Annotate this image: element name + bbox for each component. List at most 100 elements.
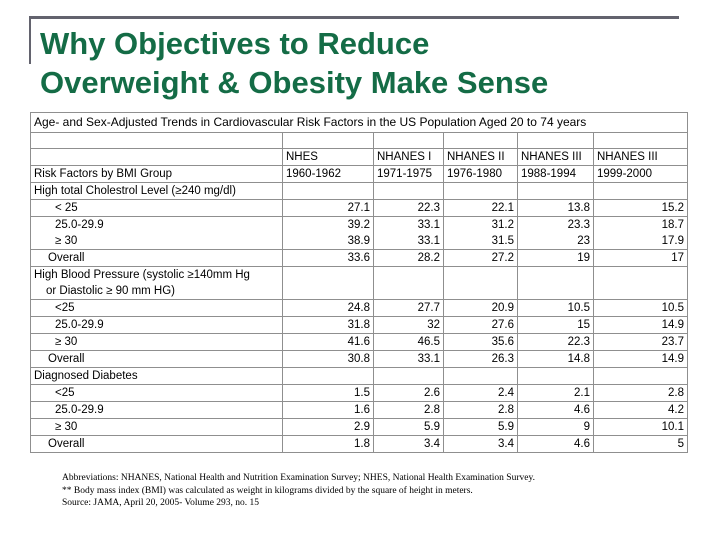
cell-value: 17.9 — [593, 233, 688, 250]
row-label: ≥ 30 — [30, 418, 283, 436]
title-left-rule — [29, 16, 31, 64]
cell-value — [517, 283, 594, 300]
table-spacer-row — [30, 132, 688, 149]
cell-value — [593, 283, 688, 300]
cell-value — [594, 267, 688, 284]
cell-value: 39.2 — [282, 216, 374, 233]
table-caption: Age- and Sex-Adjusted Trends in Cardiova… — [30, 112, 688, 133]
cell-value — [517, 266, 594, 283]
table-row: 25.0-29.9 39.2 33.1 31.2 23.3 18.7 — [30, 216, 688, 233]
cell-value: 33.1 — [373, 216, 444, 233]
cell-value: 5 — [593, 435, 688, 453]
table-row: ≥ 30 2.9 5.9 5.9 9 10.1 — [30, 418, 688, 436]
cell-value: 35.6 — [443, 333, 518, 351]
row-label-header: Risk Factors by BMI Group — [30, 165, 283, 183]
cell-value: 14.8 — [517, 350, 594, 368]
table-body: Age- and Sex-Adjusted Trends in Cardiova… — [30, 112, 688, 453]
cell-value: 33.1 — [373, 233, 444, 250]
table-row: High total Cholestrol Level (≥240 mg/dl) — [30, 182, 688, 200]
cell-value: 18.7 — [661, 219, 684, 231]
years-header: 1988-1994 — [517, 165, 594, 183]
cell-value: 14.9 — [593, 350, 688, 368]
cell-value: 32 — [373, 316, 444, 334]
slide-title: Why Objectives to Reduce Overweight & Obe… — [40, 24, 548, 102]
cell-value — [593, 182, 688, 200]
slide-title-line1: Why Objectives to Reduce — [40, 26, 430, 61]
years-header: 1999-2000 — [593, 165, 688, 183]
row-label: 25.0-29.9 — [30, 401, 283, 419]
cell-value — [443, 182, 518, 200]
cell-value: 5.9 — [443, 418, 518, 436]
cell-value: 27.6 — [443, 316, 518, 334]
cell-value: 20.9 — [443, 299, 518, 317]
cell-value: 10.1 — [593, 418, 688, 436]
cell-value: 2.4 — [443, 384, 518, 402]
table-row: Diagnosed Diabetes — [30, 367, 688, 385]
cell-value: 17 — [593, 249, 688, 267]
row-label: <25 — [30, 384, 283, 402]
table-row: ≥ 30 38.9 33.1 31.5 23 17.9 — [30, 233, 688, 250]
cell-value: 4.6 — [517, 401, 594, 419]
cell-value: 13.8 — [517, 199, 594, 217]
cell-value — [282, 266, 374, 283]
cell-value: 27.7 — [373, 299, 444, 317]
table-row: 25.0-29.9 31.8 32 27.6 15 14.9 — [30, 316, 688, 334]
years-header: 1960-1962 — [282, 165, 374, 183]
cell-value: 33.6 — [282, 249, 374, 267]
cell-value: 23 — [517, 233, 594, 250]
cell-value: 3.4 — [443, 435, 518, 453]
cell-value: 38.9 — [282, 233, 374, 250]
cell-value — [373, 283, 444, 300]
table-row: <25 24.8 27.7 20.9 10.5 10.5 — [30, 299, 688, 317]
survey-header: NHANES III — [593, 148, 688, 166]
cell-value: 23.7 — [593, 333, 688, 351]
cell-value — [517, 367, 594, 385]
cell-value: 33.1 — [373, 350, 444, 368]
table-row: ≥ 30 41.6 46.5 35.6 22.3 23.7 — [30, 333, 688, 351]
cell-value — [443, 283, 518, 300]
table-row: or Diastolic ≥ 90 mm HG) — [30, 283, 688, 300]
row-label: Overall — [30, 350, 283, 368]
cell-value: 31.2 — [443, 216, 518, 233]
years-header: 1976-1980 — [443, 165, 518, 183]
cell-value: 10.5 — [517, 299, 594, 317]
cell-value: 19 — [517, 249, 594, 267]
row-label: 25.0-29.9 — [30, 216, 283, 233]
row-label: High total Cholestrol Level (≥240 mg/dl) — [30, 182, 283, 200]
spacer-cell — [443, 132, 518, 149]
survey-header: NHANES III — [517, 148, 594, 166]
cell-value: 5.9 — [373, 418, 444, 436]
table-row: Overall 33.6 28.2 27.2 19 17 — [30, 249, 688, 267]
cell-value: 15.2 — [593, 199, 688, 217]
cell-value: 28.2 — [373, 249, 444, 267]
cell-value — [282, 367, 374, 385]
cell-value: 1.6 — [282, 401, 374, 419]
survey-header: NHES — [282, 148, 374, 166]
table-row: 25.0-29.9 1.6 2.8 2.8 4.6 4.2 — [30, 401, 688, 419]
footnotes: Abbreviations: NHANES, National Health a… — [62, 472, 535, 510]
footnote-abbreviations: Abbreviations: NHANES, National Health a… — [62, 473, 535, 483]
cell-value: 4.6 — [517, 435, 594, 453]
cell-value: 22.3 — [517, 333, 594, 351]
cell-value: 27.1 — [282, 199, 374, 217]
cell-value: 2.8 — [593, 384, 688, 402]
cell-value: 2.8 — [373, 401, 444, 419]
cell-value — [282, 283, 374, 300]
cell-value: 22.3 — [373, 199, 444, 217]
spacer-cell — [30, 132, 283, 149]
spacer-cell — [373, 132, 444, 149]
cell-value: 30.8 — [282, 350, 374, 368]
cell-value — [443, 367, 518, 385]
footnote-source: Source: JAMA, April 20, 2005- Volume 293… — [62, 498, 260, 508]
risk-factors-table: Age- and Sex-Adjusted Trends in Cardiova… — [30, 112, 688, 453]
cell-value: 31.8 — [282, 316, 374, 334]
cell-value: 9 — [517, 418, 594, 436]
survey-header: NHANES I — [373, 148, 444, 166]
spacer-cell — [517, 132, 594, 149]
title-top-rule — [30, 16, 679, 19]
cell-value: 24.8 — [282, 299, 374, 317]
survey-header: NHANES II — [443, 148, 518, 166]
table-row: Overall 30.8 33.1 26.3 14.8 14.9 — [30, 350, 688, 368]
years-header: 1971-1975 — [373, 165, 444, 183]
